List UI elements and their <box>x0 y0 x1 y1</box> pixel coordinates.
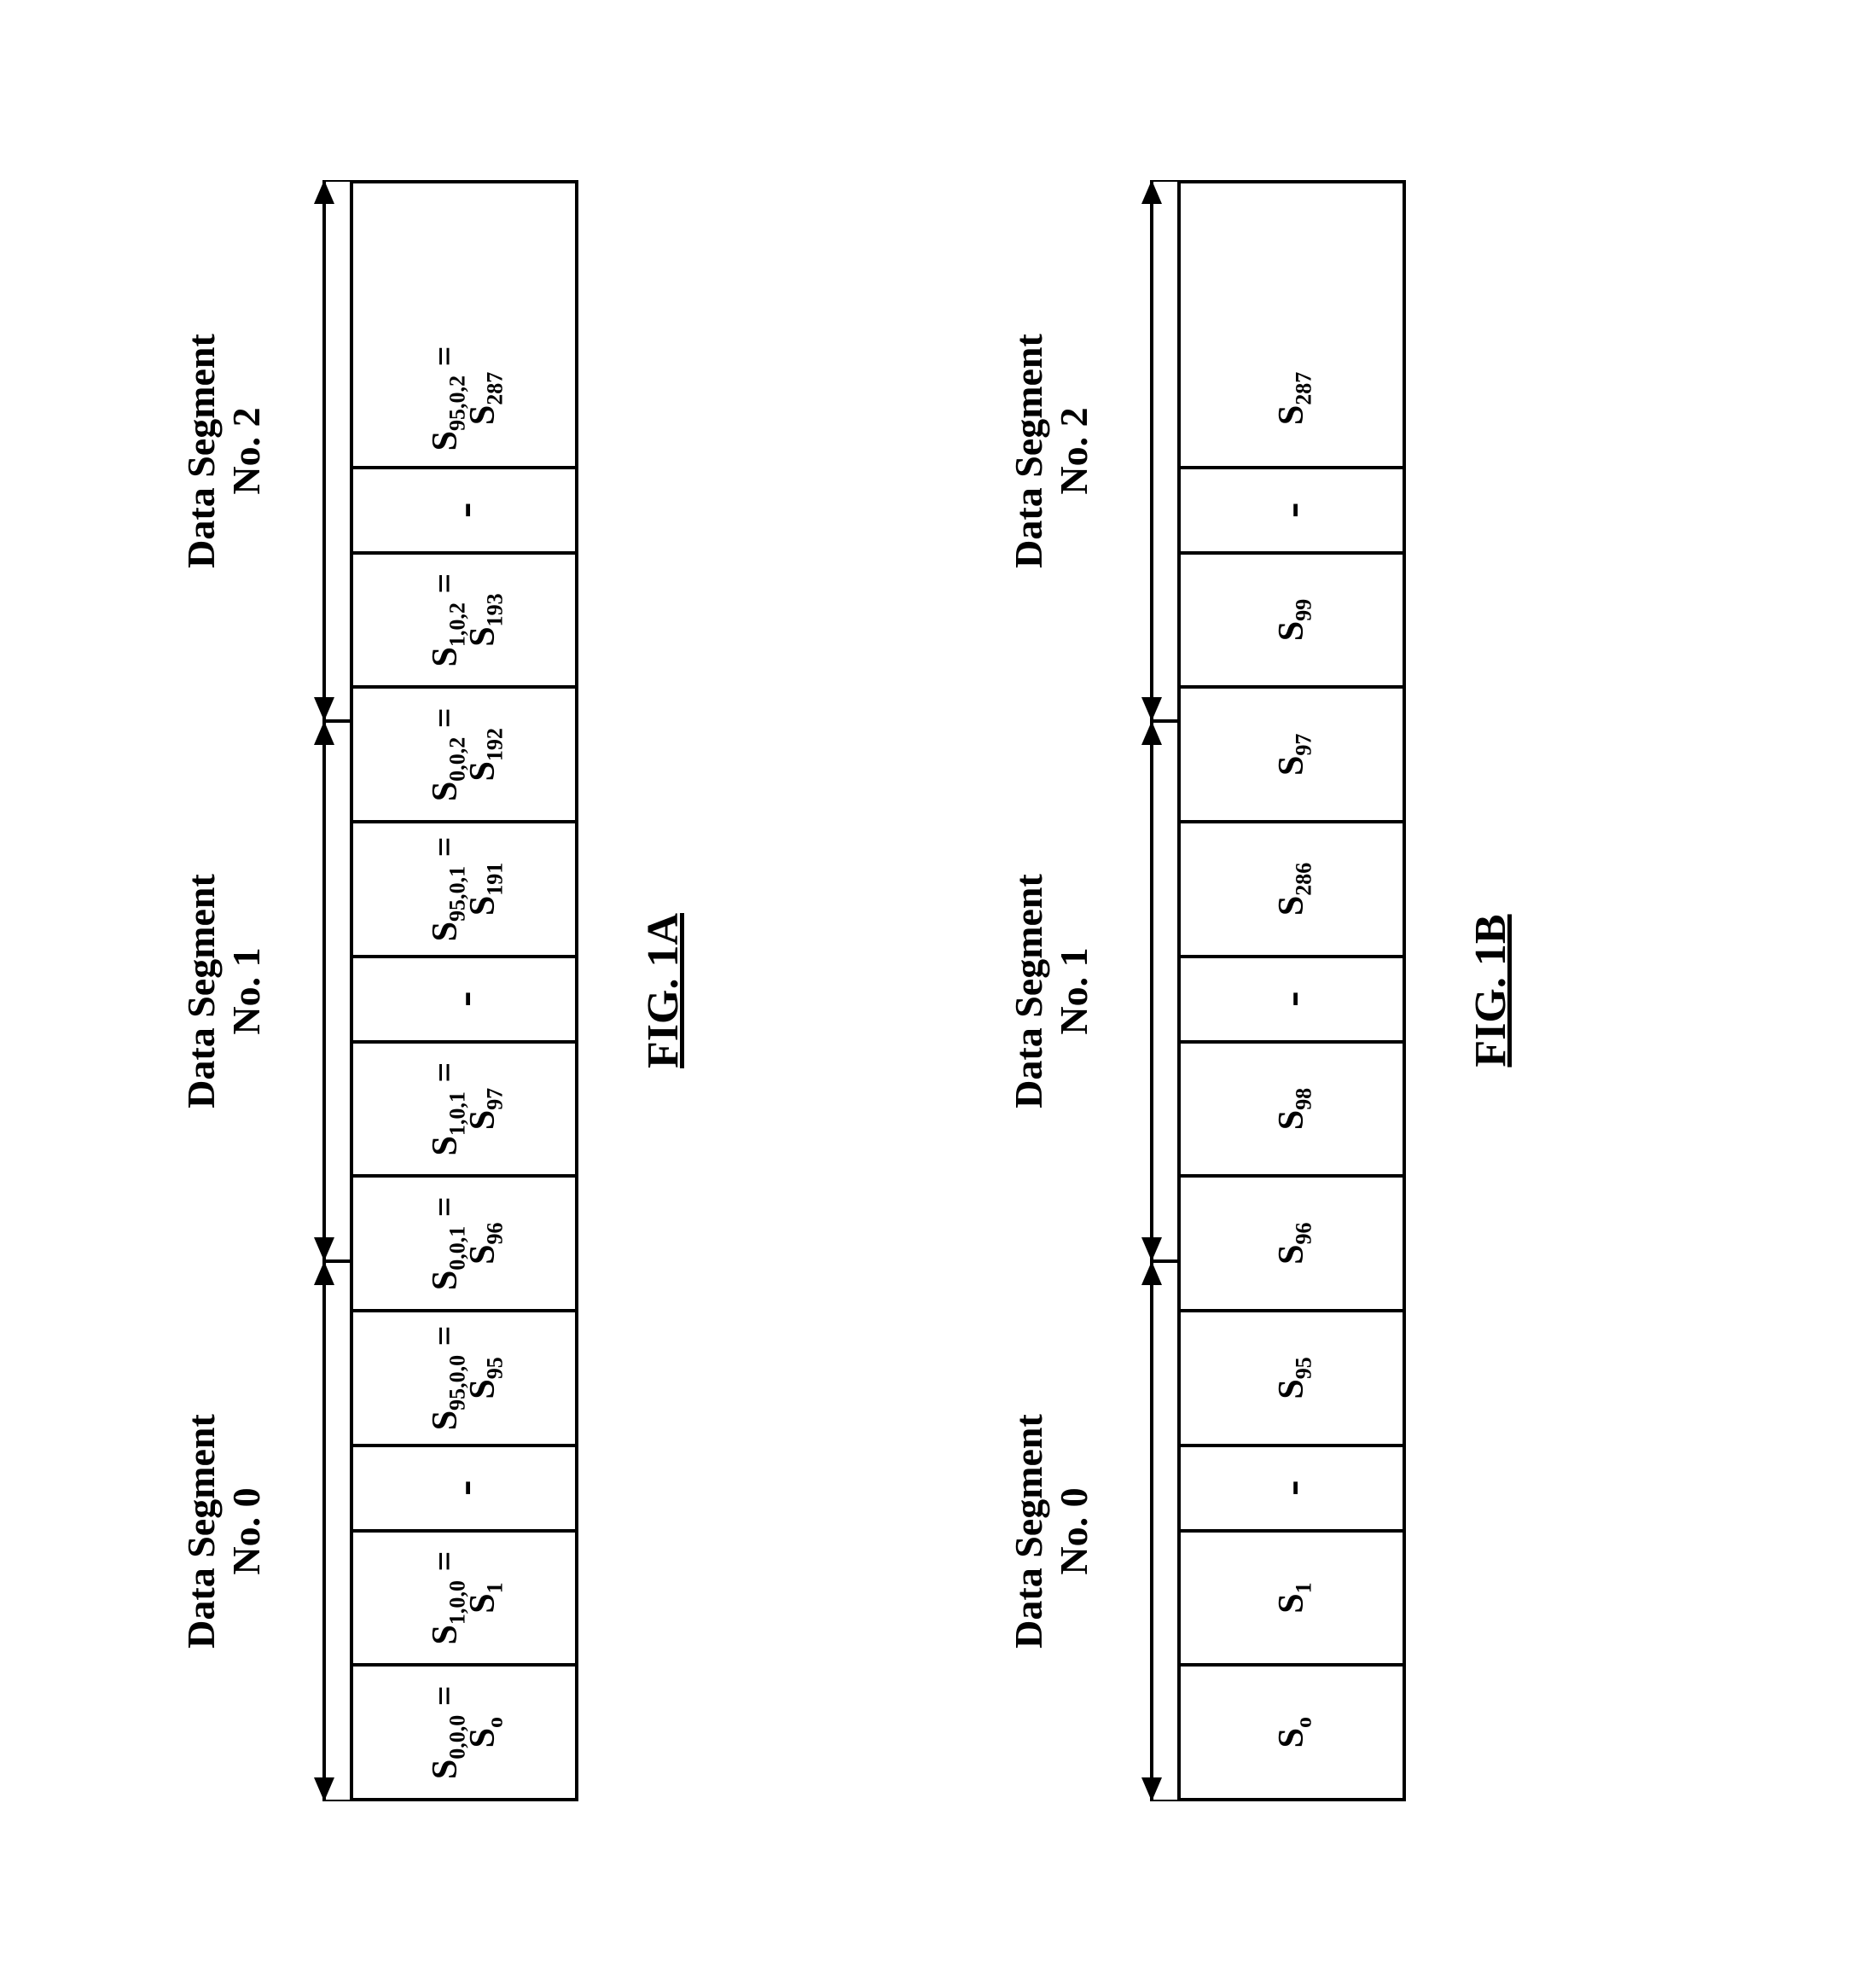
segment-arrows-a <box>299 180 350 1801</box>
cell-symbol: S95,0,2 =S287 <box>353 331 575 466</box>
cell-symbol: So <box>1181 1663 1403 1798</box>
cell-symbol: S0,0,1 =S96 <box>353 1174 575 1309</box>
symbol-sequential: S96 <box>464 1223 502 1265</box>
cell-symbol: S96 <box>1181 1174 1403 1309</box>
segment-label-2: Data Segment No. 2 <box>179 181 270 721</box>
dash-icon: - <box>439 1480 490 1496</box>
seg-label-line1: Data Segment <box>1007 334 1050 568</box>
segment-label-0: Data Segment No. 0 <box>179 1261 270 1801</box>
seg-label-line2: No. 2 <box>224 181 270 721</box>
dash-icon: - <box>439 991 490 1007</box>
figure-caption-b: FIG. 1B <box>1466 180 1516 1801</box>
symbol-indexed: S1,0,1 = <box>427 1062 464 1156</box>
symbol-indexed: S1,0,0 = <box>427 1551 464 1645</box>
seg-label-line1: Data Segment <box>179 874 223 1108</box>
segment-labels-a: Data Segment No. 0 Data Segment No. 1 Da… <box>179 180 299 1801</box>
figure-caption-a: FIG. 1A <box>638 180 688 1801</box>
cell-symbol: S98 <box>1181 1040 1403 1175</box>
cell-symbol: S1 <box>1181 1529 1403 1664</box>
figure-1b: Data Segment No. 0 Data Segment No. 1 Da… <box>1007 180 1516 1801</box>
seg-label-line2: No. 1 <box>224 721 270 1261</box>
symbol-sequential: S98 <box>1273 1088 1310 1130</box>
symbol-indexed: S95,0,2 = <box>427 346 464 451</box>
cell-symbol: S287 <box>1181 331 1403 466</box>
segment-label-1: Data Segment No. 1 <box>179 721 270 1261</box>
symbol-sequential: S286 <box>1273 863 1310 916</box>
symbol-sequential: S96 <box>1273 1223 1310 1265</box>
cell-symbol: S1,0,1 =S97 <box>353 1040 575 1175</box>
symbol-sequential: S99 <box>1273 599 1310 641</box>
segment-label-1: Data Segment No. 1 <box>1007 721 1097 1261</box>
cell-symbol: S1,0,2 =S193 <box>353 551 575 686</box>
cell-symbol: S99 <box>1181 551 1403 686</box>
segment-label-0: Data Segment No. 0 <box>1007 1261 1097 1801</box>
symbol-sequential: S287 <box>1273 372 1310 425</box>
cell-symbol: S286 <box>1181 820 1403 955</box>
cell-symbol: S95 <box>1181 1309 1403 1444</box>
seg-label-line1: Data Segment <box>1007 1414 1050 1649</box>
cell-ellipsis: - <box>353 1444 575 1529</box>
symbol-indexed: S95,0,0 = <box>427 1325 464 1430</box>
cell-symbol: S1,0,0 =S1 <box>353 1529 575 1664</box>
symbol-sequential: S1 <box>464 1582 502 1613</box>
seg-label-line2: No. 0 <box>224 1261 270 1801</box>
dash-icon: - <box>1267 991 1317 1007</box>
dash-icon: - <box>1267 502 1317 518</box>
symbol-sequential: S287 <box>464 372 502 425</box>
dash-icon: - <box>1267 1480 1317 1496</box>
cell-ellipsis: - <box>353 955 575 1040</box>
symbol-indexed: S0,0,1 = <box>427 1196 464 1290</box>
symbol-sequential: S95 <box>464 1357 502 1399</box>
symbol-sequential: S1 <box>1273 1582 1310 1613</box>
dash-icon: - <box>439 502 490 518</box>
symbol-sequential: S97 <box>464 1088 502 1130</box>
symbol-indexed: S95,0,1 = <box>427 836 464 941</box>
seg-label-line1: Data Segment <box>179 1414 223 1649</box>
cell-symbol: S97 <box>1181 685 1403 820</box>
symbol-sequential: So <box>1273 1717 1310 1748</box>
seg-label-line2: No. 2 <box>1052 181 1097 721</box>
symbol-indexed: S0,0,0 = <box>427 1685 464 1779</box>
symbol-indexed: S1,0,2 = <box>427 573 464 667</box>
symbol-sequential: S192 <box>464 728 502 781</box>
symbol-sequential: So <box>464 1717 502 1748</box>
cell-ellipsis: - <box>1181 955 1403 1040</box>
data-grid-a: S0,0,0 =SoS1,0,0 =S1-S95,0,0 =S95S0,0,1 … <box>350 180 578 1801</box>
cell-ellipsis: - <box>353 466 575 551</box>
segment-labels-b: Data Segment No. 0 Data Segment No. 1 Da… <box>1007 180 1126 1801</box>
cell-symbol: S95,0,0 =S95 <box>353 1309 575 1444</box>
segment-label-2: Data Segment No. 2 <box>1007 181 1097 721</box>
figure-1a: Data Segment No. 0 Data Segment No. 1 Da… <box>179 180 688 1801</box>
cell-symbol: S95,0,1 =S191 <box>353 820 575 955</box>
seg-label-line1: Data Segment <box>1007 874 1050 1108</box>
symbol-sequential: S95 <box>1273 1357 1310 1399</box>
seg-label-line2: No. 1 <box>1052 721 1097 1261</box>
seg-label-line2: No. 0 <box>1052 1261 1097 1801</box>
cell-symbol: S0,0,0 =So <box>353 1663 575 1798</box>
seg-label-line1: Data Segment <box>179 334 223 568</box>
symbol-sequential: S193 <box>464 593 502 646</box>
cell-ellipsis: - <box>1181 1444 1403 1529</box>
symbol-sequential: S191 <box>464 863 502 916</box>
cell-symbol: S0,0,2 =S192 <box>353 685 575 820</box>
segment-arrows-b <box>1126 180 1177 1801</box>
symbol-indexed: S0,0,2 = <box>427 707 464 801</box>
data-grid-b: So S1 - S95 S96 S98 - S286 S97 S99 - S287 <box>1177 180 1406 1801</box>
cell-ellipsis: - <box>1181 466 1403 551</box>
symbol-sequential: S97 <box>1273 734 1310 776</box>
